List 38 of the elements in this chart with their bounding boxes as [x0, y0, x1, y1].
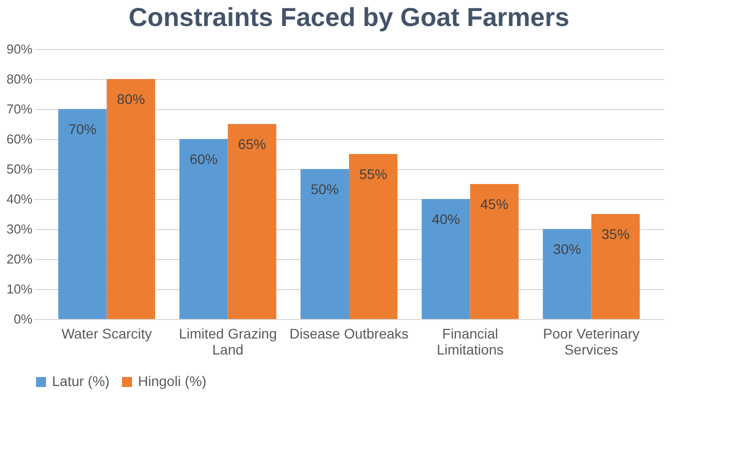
x-tick-label: Disease Outbreaks	[289, 326, 409, 342]
bar	[58, 109, 107, 319]
bar	[349, 154, 398, 319]
y-tick-label: 80%	[6, 72, 33, 86]
y-tick-label: 20%	[6, 252, 33, 266]
data-label: 35%	[602, 226, 630, 242]
chart-title: Constraints Faced by Goat Farmers	[128, 2, 570, 32]
bar	[422, 199, 470, 319]
y-tick-label: 0%	[14, 312, 33, 326]
bar	[106, 79, 156, 319]
data-label: 60%	[190, 151, 218, 167]
x-tick-label: Limited Grazing Land	[178, 326, 277, 358]
legend-label: Hingoli (%)	[138, 373, 206, 389]
x-tick-label: Poor Veterinary Services	[543, 326, 640, 358]
y-tick-label: 60%	[6, 132, 33, 146]
data-label: 45%	[480, 196, 508, 212]
bar	[470, 184, 519, 319]
bar	[591, 214, 640, 319]
y-tick-label: 50%	[6, 162, 33, 176]
legend-label: Latur (%)	[52, 373, 110, 389]
data-label: 65%	[238, 136, 266, 152]
data-label: 30%	[553, 241, 582, 257]
bar	[300, 169, 349, 319]
bar	[228, 124, 276, 319]
y-tick-label: 90%	[6, 42, 33, 56]
y-tick-label: 10%	[6, 282, 33, 296]
x-tick-label: Water Scarcity	[61, 326, 152, 342]
bar	[542, 229, 592, 319]
data-label: 50%	[310, 181, 339, 197]
data-label: 70%	[68, 121, 96, 137]
y-tick-label: 40%	[6, 192, 33, 206]
bar	[179, 139, 228, 319]
y-tick-label: 30%	[6, 222, 33, 236]
y-tick-label: 70%	[6, 102, 33, 116]
data-label: 40%	[432, 211, 460, 227]
data-label: 55%	[359, 166, 388, 182]
x-tick-label: Financial Limitations	[436, 326, 504, 358]
data-label: 80%	[116, 91, 145, 107]
